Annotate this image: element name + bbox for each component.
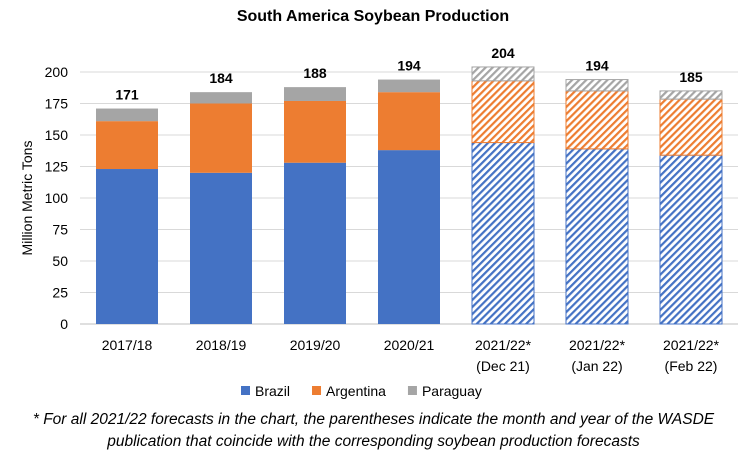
y-tick-label: 75 xyxy=(52,222,68,238)
chart-title: South America Soybean Production xyxy=(237,8,509,25)
bar-segment-paraguay xyxy=(659,90,723,100)
y-tick-label: 0 xyxy=(60,316,68,332)
legend-swatch-paraguay xyxy=(407,386,417,395)
bar-segment-paraguay xyxy=(471,66,535,82)
x-tick-label: 2019/20 xyxy=(290,337,341,353)
bar-segment-brazil xyxy=(659,154,723,325)
legend-label-argentina: Argentina xyxy=(326,383,386,399)
y-tick-label: 25 xyxy=(52,285,68,301)
y-tick-label: 175 xyxy=(45,96,69,112)
total-data-label: 194 xyxy=(585,58,609,74)
total-data-label: 194 xyxy=(397,58,421,74)
bar-segment-argentina xyxy=(659,98,723,156)
y-tick-label: 200 xyxy=(45,64,69,80)
x-tick-label: 2021/22* xyxy=(663,337,720,353)
y-tick-label: 100 xyxy=(45,190,69,206)
bar-segment-paraguay xyxy=(190,92,252,104)
total-data-label: 185 xyxy=(679,69,703,85)
bar-segment-brazil xyxy=(190,172,252,324)
y-tick-label: 150 xyxy=(45,127,69,143)
bar-segment-brazil xyxy=(471,142,535,325)
bar-segment-argentina xyxy=(96,121,158,170)
bar-segment-argentina xyxy=(471,80,535,144)
total-data-label: 188 xyxy=(303,65,327,81)
bar-segment-brazil xyxy=(96,169,158,324)
bar-segment-brazil xyxy=(378,150,440,324)
y-tick-label: 50 xyxy=(52,253,68,269)
bar-segment-argentina xyxy=(378,92,440,151)
x-tick-label: 2021/22* xyxy=(569,337,626,353)
total-data-label: 204 xyxy=(491,45,515,61)
x-tick-label: 2017/18 xyxy=(102,337,153,353)
x-tick-label: (Dec 21) xyxy=(476,358,530,374)
x-tick-label: 2020/21 xyxy=(384,337,435,353)
legend-label-brazil: Brazil xyxy=(255,383,290,399)
total-data-label: 171 xyxy=(115,87,139,103)
bar-segment-paraguay xyxy=(96,108,158,122)
footnote-line-1: * For all 2021/22 forecasts in the chart… xyxy=(32,411,715,428)
bar-segment-paraguay xyxy=(378,79,440,93)
bar-segment-brazil xyxy=(284,162,346,324)
bar-segment-paraguay xyxy=(565,79,629,92)
y-tick-label: 125 xyxy=(45,159,69,175)
y-axis-label: Million Metric Tons xyxy=(19,141,35,256)
legend-swatch-brazil xyxy=(241,386,250,395)
legend-swatch-argentina xyxy=(312,386,322,395)
legend-label-paraguay: Paraguay xyxy=(422,383,482,399)
bar-segment-argentina xyxy=(190,103,252,173)
bar-segment-paraguay xyxy=(284,87,346,101)
x-tick-label: 2021/22* xyxy=(475,337,532,353)
bar-segment-argentina xyxy=(565,90,629,150)
x-tick-label: (Feb 22) xyxy=(665,358,718,374)
bar-segment-brazil xyxy=(565,148,629,325)
footnote-line-2: publication that coincide with the corre… xyxy=(107,433,640,450)
total-data-label: 184 xyxy=(209,70,233,86)
x-tick-label: 2018/19 xyxy=(196,337,247,353)
stacked-bar-chart: South America Soybean Production Million… xyxy=(19,8,738,399)
x-tick-label: (Jan 22) xyxy=(571,358,622,374)
bar-segment-argentina xyxy=(284,100,346,163)
